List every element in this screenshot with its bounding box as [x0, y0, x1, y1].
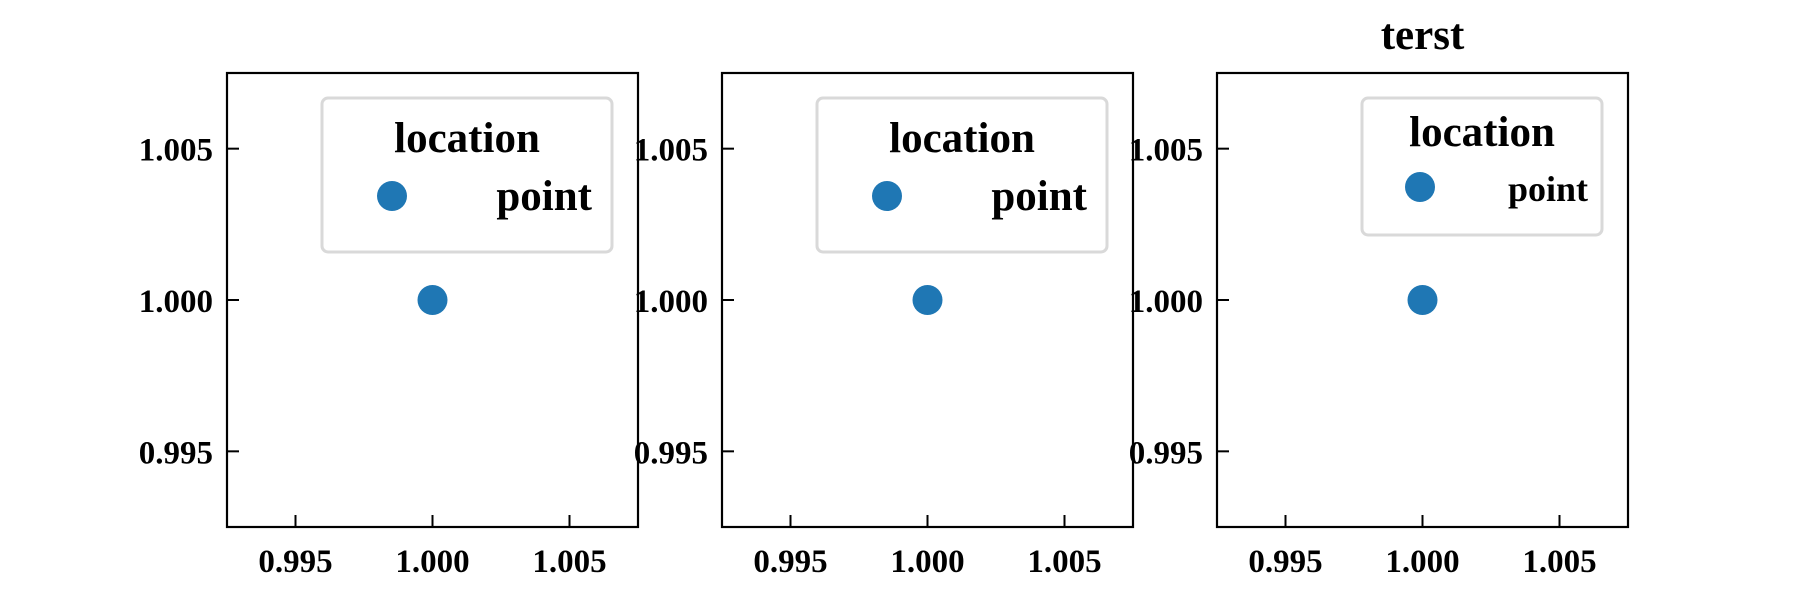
data-point	[1407, 285, 1438, 315]
legend-label: point	[496, 173, 592, 220]
legend: location point	[320, 96, 614, 254]
legend-box	[815, 96, 1109, 254]
legend-marker	[872, 181, 902, 211]
chart-title: terst	[1381, 12, 1465, 59]
y-tick-label: 0.995	[1129, 435, 1203, 471]
y-tick-label: 0.995	[634, 435, 708, 471]
x-tick-label: 1.000	[395, 544, 469, 580]
data-point	[417, 285, 448, 315]
x-tick-label: 1.000	[1385, 544, 1459, 580]
subplot-1: 0.995 1.000 1.005 0.995 1.000 1.005 location po…	[139, 71, 640, 580]
legend-title: location	[1409, 109, 1555, 156]
x-tick-label: 1.005	[1522, 544, 1596, 580]
x-tick-label: 1.005	[532, 544, 606, 580]
x-tick-label: 0.995	[258, 544, 332, 580]
legend-marker	[377, 181, 407, 211]
legend-title: location	[889, 115, 1035, 162]
legend-title: location	[394, 115, 540, 162]
x-tick-label: 1.000	[890, 544, 964, 580]
y-tick-label: 0.995	[139, 435, 213, 471]
x-tick-label: 0.995	[1248, 544, 1322, 580]
y-tick-label: 1.000	[1129, 284, 1203, 320]
data-point	[912, 285, 943, 315]
x-tick-label: 1.005	[1027, 544, 1101, 580]
y-tick-label: 1.000	[634, 284, 708, 320]
legend: location point	[815, 96, 1109, 254]
subplot-2: 0.995 1.000 1.005 0.995 1.000 1.005 location po…	[634, 71, 1135, 580]
x-tick-label: 0.995	[753, 544, 827, 580]
legend-box	[320, 96, 614, 254]
legend: location point	[1360, 96, 1604, 237]
y-tick-label: 1.005	[634, 133, 708, 169]
legend-label: point	[1508, 169, 1588, 209]
legend-marker	[1405, 172, 1435, 202]
legend-label: point	[991, 173, 1087, 220]
y-tick-label: 1.000	[139, 284, 213, 320]
y-tick-label: 1.005	[139, 133, 213, 169]
y-tick-label: 1.005	[1129, 133, 1203, 169]
subplot-3: 0.995 1.000 1.005 0.995 1.000 1.005 terst locat…	[1129, 12, 1630, 580]
